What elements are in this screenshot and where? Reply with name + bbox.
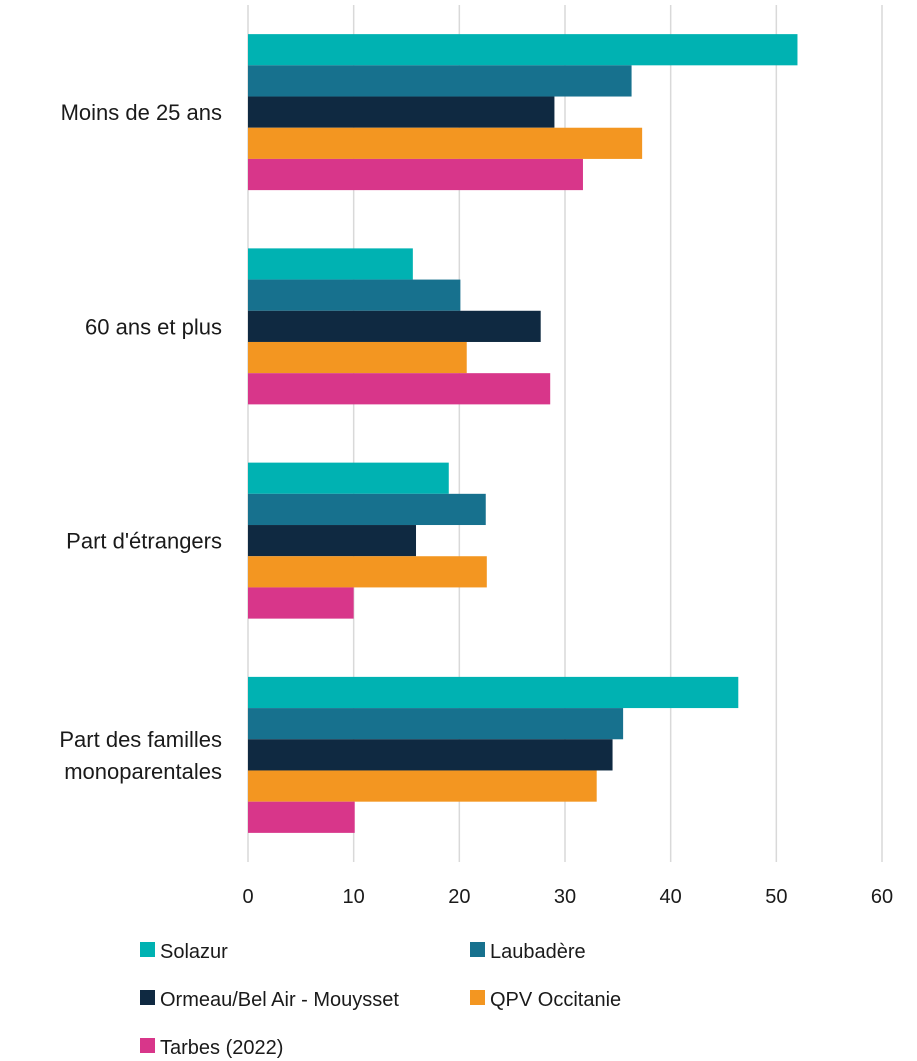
x-tick-label: 20: [448, 886, 470, 908]
category-labels: Moins de 25 ans 60 ans et plus Part d'étra…: [59, 100, 222, 784]
category-label: Part des familles: [59, 727, 222, 752]
bar-tarbes-2022--2: [248, 587, 354, 619]
x-tick-label: 60: [871, 886, 893, 908]
legend-label: Solazur: [160, 941, 228, 963]
legend-label: Tarbes (2022): [160, 1037, 283, 1059]
bars: [248, 34, 798, 833]
bar-tarbes-2022--1: [248, 373, 551, 405]
bar-laubad-re-3: [248, 708, 624, 740]
legend-label: Ormeau/Bel Air - Mouysset: [160, 989, 399, 1011]
bar-tarbes-2022--3: [248, 801, 355, 833]
bar-solazur-3: [248, 676, 739, 709]
x-tick-label: 30: [554, 886, 576, 908]
bar-qpv-occitanie-2: [248, 556, 487, 588]
legend-swatch: [140, 942, 155, 957]
bar-ormeau-bel-air-mouysset-1: [248, 310, 541, 342]
legend-swatch: [140, 1038, 155, 1053]
bar-solazur-0: [248, 34, 798, 66]
legend-swatch: [470, 990, 485, 1005]
bar-ormeau-bel-air-mouysset-0: [248, 96, 555, 128]
bar-laubad-re-2: [248, 493, 486, 526]
bar-laubad-re-1: [248, 279, 461, 311]
x-tick-labels: 0 10 20 30 40 50 60: [242, 886, 893, 908]
bar-qpv-occitanie-0: [248, 127, 643, 159]
bar-qpv-occitanie-3: [248, 770, 597, 802]
bar-qpv-occitanie-1: [248, 341, 467, 374]
legend-swatch: [470, 942, 485, 957]
bar-tarbes-2022--0: [248, 158, 583, 191]
legend: Solazur Laubadère Ormeau/Bel Air - Mouysse…: [140, 941, 621, 1059]
category-label: Moins de 25 ans: [61, 100, 222, 125]
x-tick-label: 50: [765, 886, 787, 908]
bar-ormeau-bel-air-mouysset-3: [248, 739, 613, 771]
bar-laubad-re-0: [248, 65, 632, 97]
legend-label: Laubadère: [490, 941, 586, 963]
bar-ormeau-bel-air-mouysset-2: [248, 525, 417, 557]
x-tick-label: 10: [343, 886, 365, 908]
x-tick-label: 40: [660, 886, 682, 908]
category-label: monoparentales: [64, 759, 222, 784]
category-label: Part d'étrangers: [66, 529, 222, 554]
bar-solazur-2: [248, 462, 449, 494]
legend-swatch: [140, 990, 155, 1005]
bar-solazur-1: [248, 248, 413, 280]
category-label: 60 ans et plus: [85, 314, 222, 339]
x-tick-label: 0: [242, 886, 253, 908]
legend-label: QPV Occitanie: [490, 989, 621, 1011]
